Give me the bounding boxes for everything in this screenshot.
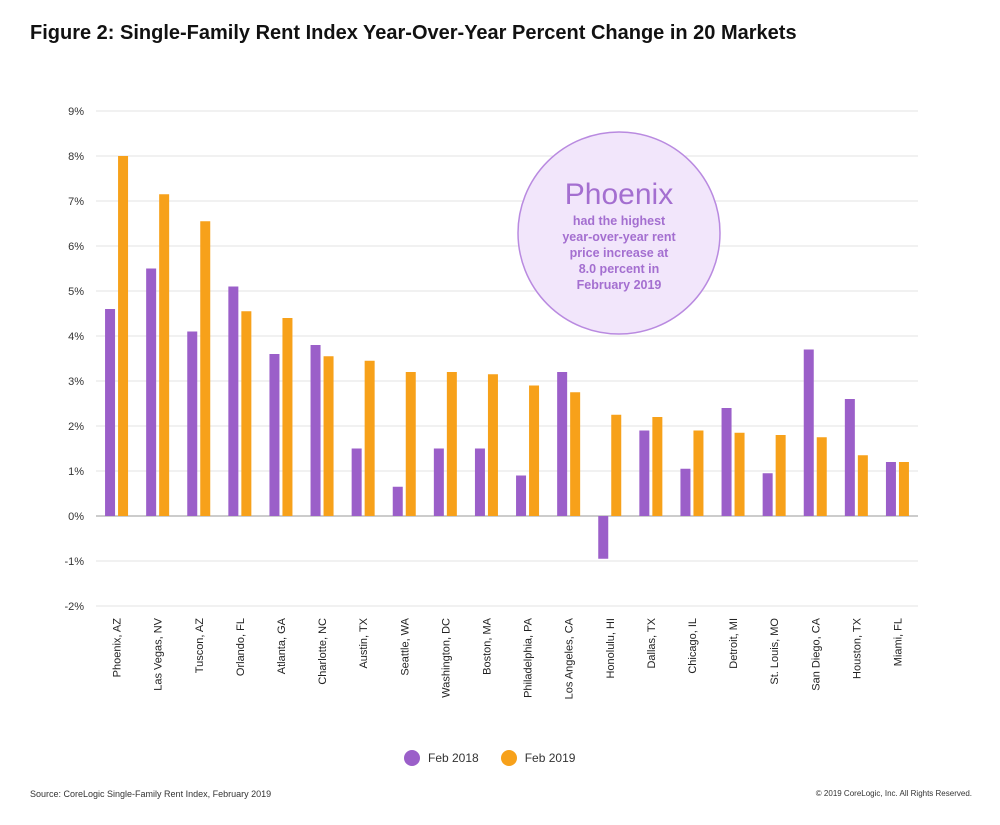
annotation-circle (517, 131, 721, 335)
bar-feb-2019 (364, 360, 375, 516)
annotation-line: had the highest (573, 214, 666, 228)
bar-feb-2018 (228, 286, 239, 516)
annotation-line: 8.0 percent in (579, 262, 660, 276)
y-tick-label: 9% (68, 106, 84, 118)
x-category-label: Detroit, MI (728, 618, 740, 669)
copyright-note: © 2019 CoreLogic, Inc. All Rights Reserv… (815, 789, 972, 798)
legend-swatch-orange (500, 750, 517, 766)
bar-feb-2018 (105, 309, 116, 516)
bar-feb-2019 (898, 462, 909, 516)
bar-feb-2019 (446, 372, 457, 516)
bar-feb-2019 (857, 455, 868, 516)
y-tick-label: 1% (68, 466, 84, 478)
x-category-label: Miami, FL (892, 618, 904, 666)
y-tick-label: 8% (68, 151, 84, 163)
x-category-label: Philadelphia, PA (523, 617, 535, 698)
annotation-line: February 2019 (577, 278, 662, 292)
annotation-heading: Phoenix (565, 178, 673, 211)
y-tick-label: 3% (68, 376, 84, 388)
bar-chart: 9% 8% 7% 6% 5% 4% 3% 2% 1% 0% -1% -2% Phoenix, AZ Las… (64, 106, 918, 699)
x-category-label: Seattle, WA (399, 617, 411, 675)
y-tick-label: -2% (64, 601, 84, 613)
x-category-label: Las Vegas, NV (153, 617, 165, 690)
bar-feb-2018 (598, 516, 609, 559)
x-category-label: Chicago, IL (687, 618, 699, 674)
bar-feb-2018 (269, 354, 280, 516)
bar-feb-2019 (775, 435, 786, 516)
legend-item-feb-2019[interactable]: Feb 2019 (500, 750, 576, 766)
x-category-label: Dallas, TX (646, 617, 658, 668)
bar-feb-2018 (146, 268, 157, 516)
bar-feb-2019 (611, 414, 622, 516)
bar-feb-2018 (680, 468, 691, 516)
x-category-label: Atlanta, GA (276, 617, 288, 674)
x-category-label: Charlotte, NC (317, 618, 329, 685)
bar-feb-2018 (639, 430, 650, 516)
phoenix-annotation: Phoenix had the highest year-over-year r… (517, 131, 721, 335)
x-category-label: San Diego, CA (810, 617, 822, 690)
bar-feb-2019 (693, 430, 704, 516)
y-tick-label: 2% (68, 421, 84, 433)
legend-item-feb-2018[interactable]: Feb 2018 (404, 750, 479, 766)
x-category-label: Houston, TX (851, 617, 863, 679)
bar-feb-2019 (570, 392, 581, 516)
x-category-label: Orlando, FL (235, 618, 247, 676)
bar-feb-2018 (351, 448, 362, 516)
chart-legend: Feb 2018 Feb 2019 (404, 750, 597, 766)
bar-feb-2018 (187, 331, 198, 516)
x-category-label: Austin, TX (358, 617, 370, 668)
bar-feb-2018 (721, 408, 732, 516)
chart-title: Figure 2: Single-Family Rent Index Year-… (30, 22, 797, 44)
bar-feb-2019 (405, 372, 416, 516)
bar-feb-2019 (159, 194, 170, 516)
bar-feb-2019 (241, 311, 252, 516)
y-tick-label: -1% (64, 556, 84, 568)
bar-feb-2018 (762, 473, 773, 516)
legend-swatch-purple (404, 750, 420, 766)
bar-feb-2018 (557, 372, 568, 516)
bar-feb-2018 (516, 475, 527, 516)
x-category-label: Los Angeles, CA (564, 617, 576, 699)
bar-feb-2019 (323, 356, 334, 516)
bar-feb-2019 (529, 385, 540, 516)
bar-feb-2019 (652, 417, 663, 516)
y-tick-label: 4% (68, 331, 84, 343)
bar-feb-2019 (118, 156, 129, 516)
bar-feb-2018 (844, 399, 855, 516)
bar-feb-2018 (392, 486, 403, 516)
legend-label: Feb 2018 (428, 751, 479, 765)
source-note: Source: CoreLogic Single-Family Rent Ind… (30, 789, 272, 799)
bar-feb-2018 (885, 462, 896, 516)
y-tick-label: 6% (68, 241, 84, 253)
bar-feb-2018 (803, 349, 814, 516)
x-category-label: St. Louis, MO (769, 618, 781, 685)
bar-feb-2018 (474, 448, 485, 516)
x-category-label: Boston, MA (481, 617, 493, 675)
bar-feb-2018 (433, 448, 444, 516)
y-tick-label: 5% (68, 286, 84, 298)
bar-feb-2019 (200, 221, 211, 516)
bar-feb-2019 (487, 374, 498, 516)
bar-feb-2018 (310, 345, 321, 516)
x-category-label: Tuscon, AZ (194, 618, 206, 674)
annotation-line: year-over-year rent (562, 230, 676, 244)
bar-feb-2019 (282, 318, 293, 516)
x-category-label: Honolulu, HI (605, 618, 617, 679)
bar-feb-2019 (734, 432, 745, 516)
annotation-line: price increase at (570, 246, 670, 260)
legend-label: Feb 2019 (524, 751, 576, 765)
y-tick-label: 7% (68, 196, 84, 208)
x-category-label: Washington, DC (440, 618, 452, 698)
y-tick-label: 0% (68, 511, 84, 523)
x-category-label: Phoenix, AZ (112, 618, 124, 678)
bar-feb-2019 (816, 437, 827, 516)
